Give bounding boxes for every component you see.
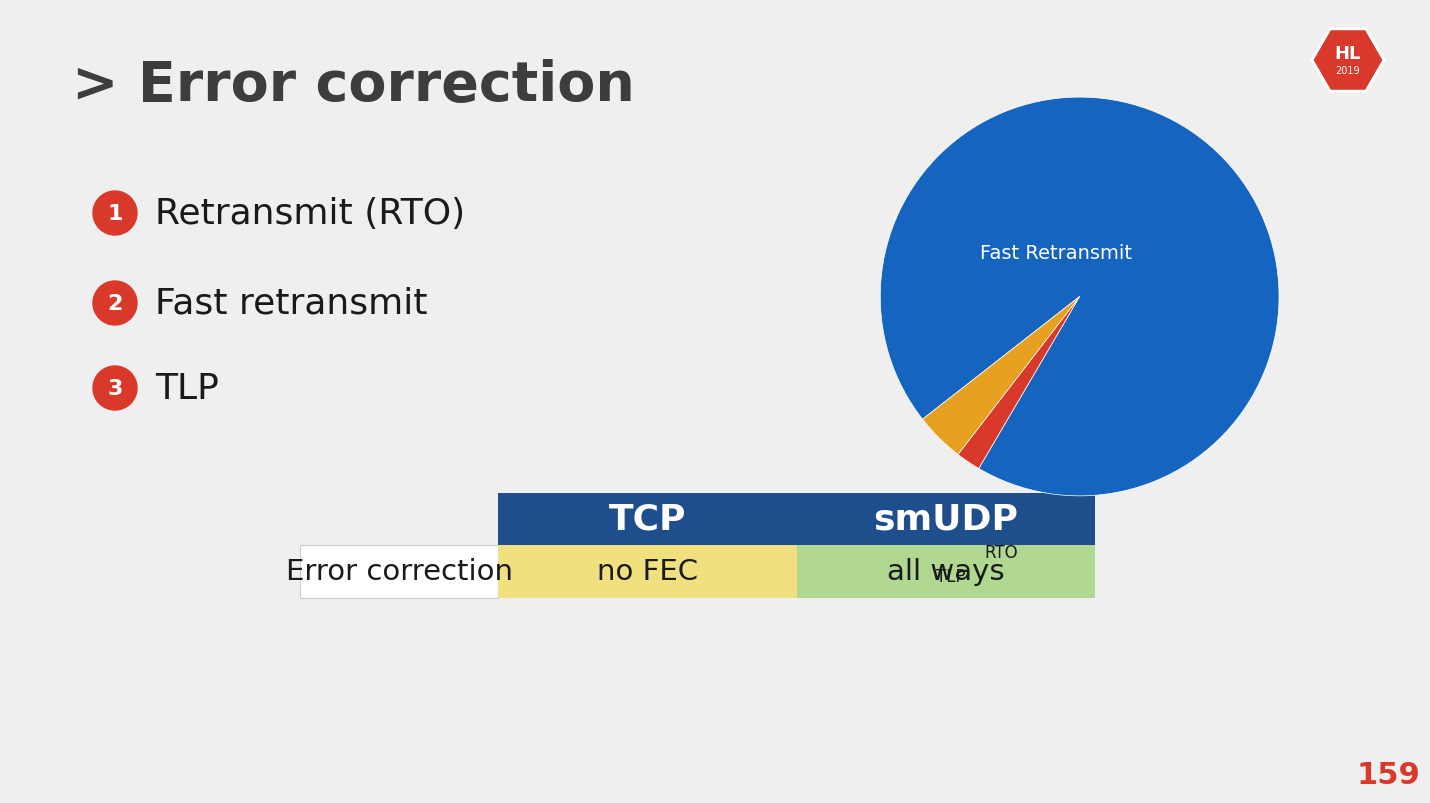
Text: Error correction: Error correction [286, 558, 512, 585]
Circle shape [93, 192, 137, 236]
Text: 3: 3 [107, 378, 123, 398]
Wedge shape [958, 297, 1080, 469]
FancyBboxPatch shape [498, 493, 1095, 545]
Text: 1: 1 [107, 204, 123, 224]
FancyBboxPatch shape [498, 545, 797, 598]
Text: Fast Retransmit: Fast Retransmit [980, 244, 1131, 263]
Text: 2: 2 [107, 294, 123, 314]
Text: TLP: TLP [937, 567, 965, 585]
Wedge shape [881, 98, 1278, 496]
Text: TLP: TLP [154, 372, 219, 406]
Circle shape [93, 282, 137, 325]
Text: 159: 159 [1356, 760, 1420, 789]
Text: HL: HL [1334, 45, 1361, 63]
Circle shape [93, 366, 137, 410]
Text: Retransmit (RTO): Retransmit (RTO) [154, 197, 465, 230]
Text: all ways: all ways [887, 558, 1005, 585]
Text: Fast retransmit: Fast retransmit [154, 287, 428, 320]
Text: RTO: RTO [984, 543, 1018, 561]
Text: TCP: TCP [609, 503, 686, 536]
FancyBboxPatch shape [797, 545, 1095, 598]
Text: > Error correction: > Error correction [72, 59, 635, 113]
Text: no FEC: no FEC [596, 558, 698, 585]
Wedge shape [922, 297, 1080, 454]
Text: 2019: 2019 [1336, 66, 1360, 76]
FancyBboxPatch shape [300, 545, 498, 598]
Text: smUDP: smUDP [874, 503, 1018, 536]
